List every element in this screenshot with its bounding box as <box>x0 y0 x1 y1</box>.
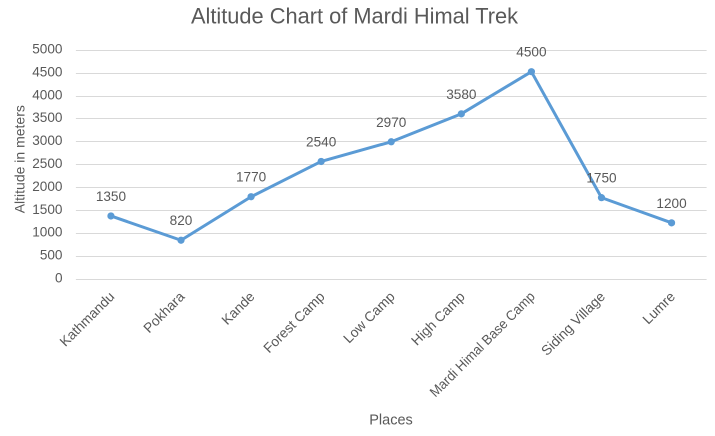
svg-text:5000: 5000 <box>32 42 63 57</box>
svg-text:Altitude in meters: Altitude in meters <box>12 105 28 213</box>
svg-text:500: 500 <box>40 248 63 263</box>
svg-text:4000: 4000 <box>32 87 63 102</box>
svg-text:0: 0 <box>55 271 63 286</box>
svg-text:3580: 3580 <box>446 87 477 102</box>
svg-text:1200: 1200 <box>656 196 687 211</box>
svg-text:2000: 2000 <box>32 179 63 194</box>
svg-text:Altitude Chart of Mardi Himal: Altitude Chart of Mardi Himal Trek <box>191 4 518 29</box>
svg-text:3500: 3500 <box>32 110 63 125</box>
svg-text:4500: 4500 <box>32 64 63 79</box>
svg-text:3000: 3000 <box>32 133 63 148</box>
svg-text:2540: 2540 <box>306 134 337 149</box>
svg-text:1770: 1770 <box>236 170 267 185</box>
svg-text:820: 820 <box>170 213 193 228</box>
svg-text:2500: 2500 <box>32 156 63 171</box>
svg-text:Places: Places <box>369 413 413 429</box>
svg-text:2970: 2970 <box>376 115 407 130</box>
svg-text:1750: 1750 <box>586 171 617 186</box>
svg-text:4500: 4500 <box>516 45 547 60</box>
svg-text:1350: 1350 <box>96 189 127 204</box>
svg-text:1500: 1500 <box>32 202 63 217</box>
svg-text:1000: 1000 <box>32 225 63 240</box>
